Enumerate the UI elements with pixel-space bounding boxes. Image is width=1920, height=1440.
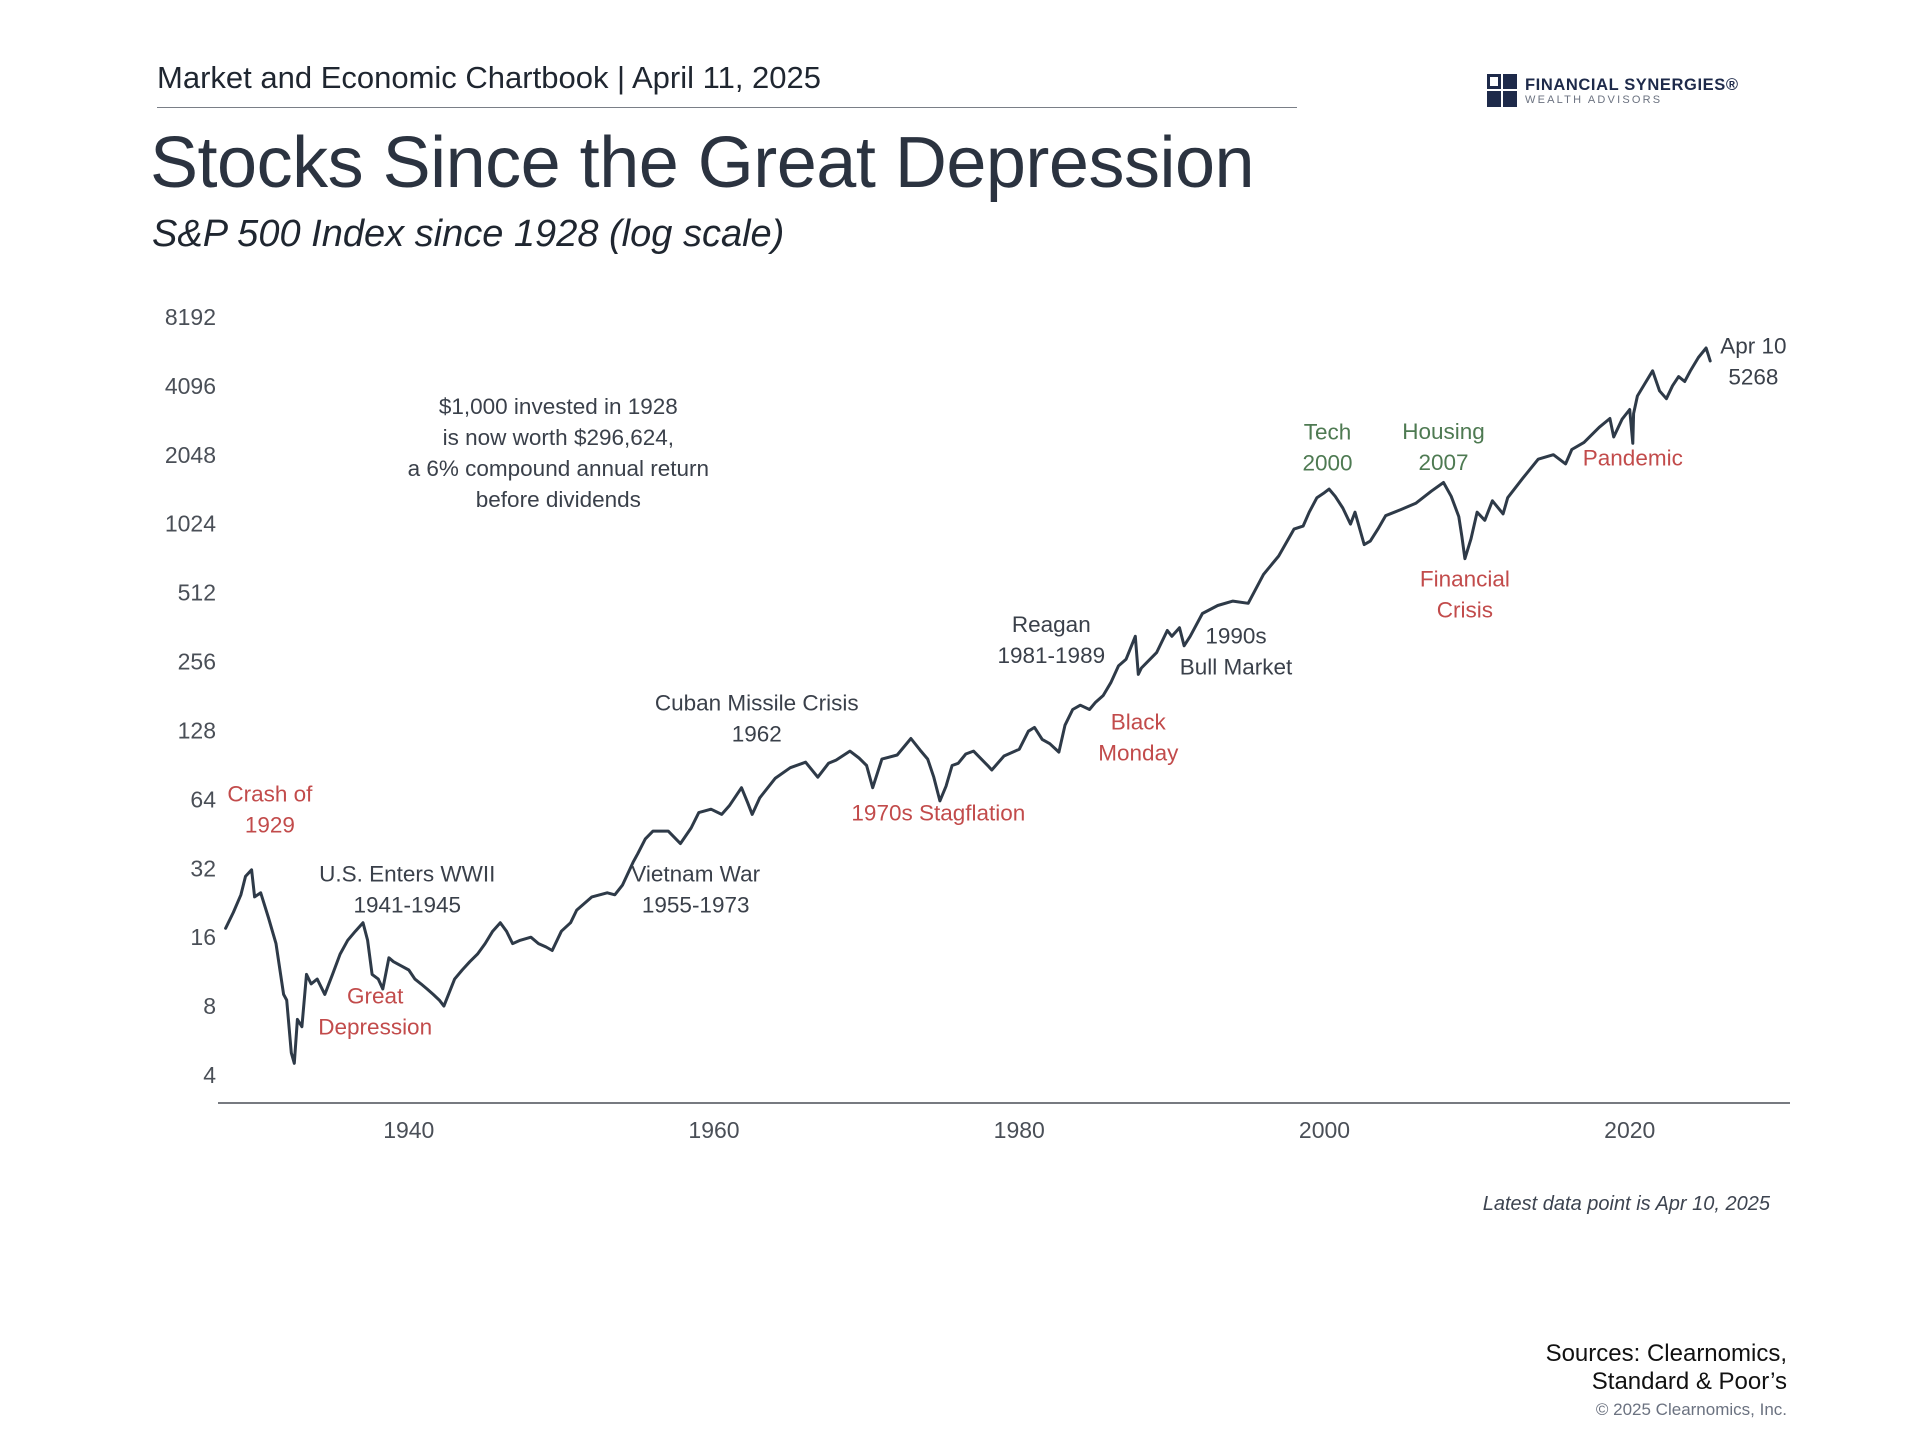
annotation: Vietnam War 1955-1973 [631, 861, 760, 917]
logo-tagline: WEALTH ADVISORS [1525, 94, 1663, 106]
chart-title: Stocks Since the Great Depression [150, 123, 1255, 203]
annotation: Crash of 1929 [227, 782, 313, 838]
annotation-line: Housing [1402, 419, 1485, 444]
annotation: Tech 2000 [1303, 420, 1353, 476]
y-tick-label: 64 [190, 786, 216, 812]
x-tick-label: 1980 [994, 1117, 1045, 1143]
x-tick-label: 1960 [688, 1117, 739, 1143]
annotation-line: Tech [1304, 420, 1352, 445]
annotation: Financial Crisis [1420, 567, 1510, 623]
x-axis-labels: 1940 1960 1980 2000 2020 [383, 1117, 1655, 1143]
sources: Sources: Clearnomics, Standard & Poor’s [1546, 1340, 1787, 1396]
annotation-line: $1,000 invested in 1928 [439, 394, 678, 419]
annotation-line: Great [347, 984, 404, 1009]
annotation-line: Bull Market [1180, 654, 1293, 679]
financial-synergies-logo-icon [1487, 74, 1517, 107]
annotation-line: Apr 10 [1720, 334, 1786, 359]
annotation-line: U.S. Enters WWII [319, 861, 495, 886]
annotation-line: 1970s Stagflation [851, 801, 1025, 826]
annotation-line: Crash of [227, 782, 313, 807]
y-tick-label: 8 [203, 993, 216, 1019]
y-tick-label: 4 [203, 1062, 216, 1088]
x-tick-label: 1940 [383, 1117, 434, 1143]
annotation: Reagan 1981-1989 [998, 612, 1106, 668]
sources-line-1: Sources: Clearnomics, [1545, 1340, 1787, 1367]
annotation: Housing 2007 [1402, 419, 1485, 475]
annotation-line: 1941-1945 [353, 892, 461, 917]
logo: FINANCIAL SYNERGIES® WEALTH ADVISORS [1487, 74, 1787, 110]
chart-subtitle: S&P 500 Index since 1928 (log scale) [152, 213, 785, 255]
annotation-line: Crisis [1437, 598, 1493, 623]
annotation-line: 1955-1973 [642, 892, 750, 917]
y-tick-label: 1024 [165, 511, 216, 537]
annotation-line: Pandemic [1583, 446, 1683, 471]
y-tick-label: 32 [190, 855, 216, 881]
annotation-line: is now worth $296,624, [443, 425, 674, 450]
y-tick-label: 8192 [165, 304, 216, 330]
x-tick-label: 2000 [1299, 1117, 1350, 1143]
annotation: 1990s Bull Market [1180, 623, 1293, 679]
copyright: © 2025 Clearnomics, Inc. [1595, 1400, 1787, 1419]
annotation-line: 5268 [1728, 365, 1778, 390]
annotation: Great Depression [318, 984, 432, 1040]
annotation-line: 2007 [1419, 450, 1469, 475]
annotation-line: Vietnam War [631, 861, 760, 886]
logo-name: FINANCIAL SYNERGIES® [1525, 76, 1739, 94]
sources-line-2: Standard & Poor’s [1591, 1368, 1787, 1395]
annotation-line: before dividends [476, 487, 641, 512]
annotation: Apr 10 5268 [1720, 334, 1786, 390]
y-tick-label: 16 [190, 924, 216, 950]
y-tick-label: 256 [178, 649, 216, 675]
annotation-line: Reagan [1012, 612, 1091, 637]
header-rule [157, 107, 1297, 108]
footnote: Latest data point is Apr 10, 2025 [1482, 1193, 1770, 1215]
annotation: $1,000 invested in 1928 is now worth $296… [408, 394, 709, 512]
annotation-line: Cuban Missile Crisis [655, 691, 859, 716]
annotations: Crash of 1929 Great Depression U.S. Enters W… [227, 334, 1786, 1040]
annotation-line: Black [1111, 709, 1167, 734]
y-tick-label: 4096 [165, 373, 216, 399]
annotation-line: 1981-1989 [998, 643, 1106, 668]
sp500-line [224, 346, 1712, 1065]
annotation-line: 1929 [245, 813, 295, 838]
annotation: Cuban Missile Crisis 1962 [655, 691, 859, 747]
annotation-line: 2000 [1303, 451, 1353, 476]
annotation: Black Monday [1098, 709, 1179, 765]
annotation-line: 1990s [1205, 623, 1266, 648]
annotation-line: a 6% compound annual return [408, 456, 709, 481]
annotation: Pandemic [1583, 446, 1683, 471]
y-axis-labels: 4 8 16 32 64 128 256 512 1024 2048 4096 8192 [165, 304, 216, 1088]
annotation-line: Financial [1420, 567, 1510, 592]
annotation-line: Monday [1098, 740, 1179, 765]
header-text: Market and Economic Chartbook | April 11… [157, 60, 822, 95]
x-tick-label: 2020 [1604, 1117, 1655, 1143]
annotation-line: 1962 [732, 722, 782, 747]
y-tick-label: 128 [178, 717, 216, 743]
annotation: 1970s Stagflation [851, 801, 1025, 826]
annotation-line: Depression [318, 1015, 432, 1040]
annotation: U.S. Enters WWII 1941-1945 [319, 861, 495, 917]
y-tick-label: 512 [178, 580, 216, 606]
y-tick-label: 2048 [165, 442, 216, 468]
